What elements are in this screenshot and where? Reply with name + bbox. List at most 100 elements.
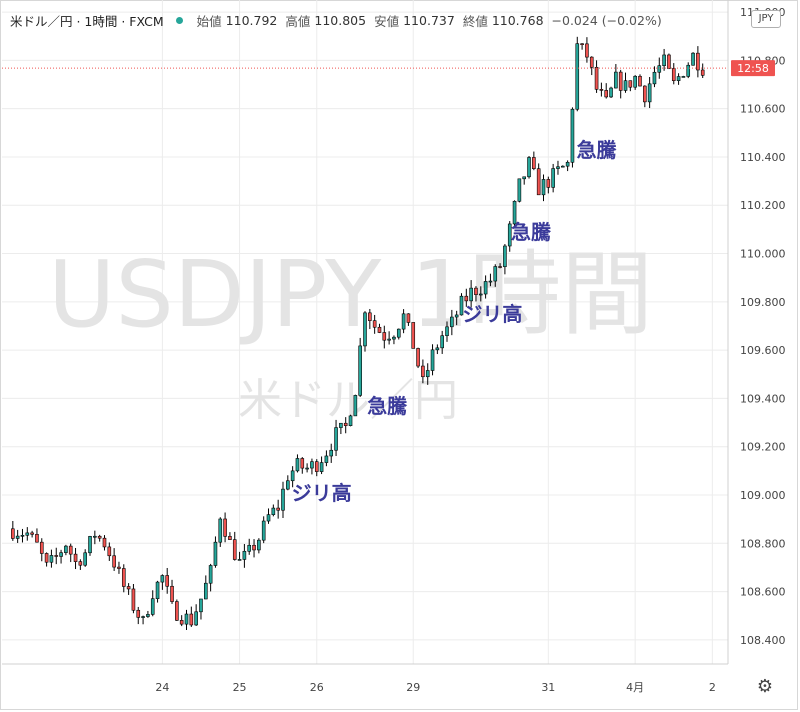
- candle-body: [281, 488, 285, 511]
- candle-body: [261, 520, 266, 541]
- candle-body: [450, 316, 454, 328]
- candle-body: [126, 586, 131, 590]
- x-tick-label: 4月: [626, 681, 644, 694]
- annotation-label: 急騰: [577, 138, 618, 162]
- candle-body: [300, 458, 305, 469]
- candle-body: [483, 281, 488, 295]
- candle-body: [459, 295, 464, 316]
- candle-body: [68, 545, 73, 555]
- candle-body: [247, 544, 252, 552]
- candle-body: [662, 54, 666, 66]
- candle-body: [175, 601, 179, 621]
- x-tick-label: 25: [233, 681, 247, 694]
- annotation-label: 急騰: [511, 220, 552, 244]
- candle-body: [647, 83, 652, 103]
- candle-body: [15, 535, 20, 539]
- candle-body: [348, 415, 353, 426]
- annotation-label: ジリ高: [462, 302, 522, 326]
- candle-body: [11, 528, 15, 539]
- y-tick-label: 108.600: [740, 586, 786, 599]
- open-label: 始値: [196, 13, 222, 29]
- candle-body: [343, 422, 348, 426]
- y-tick-label: 108.400: [740, 634, 786, 647]
- low-value: 110.737: [403, 12, 455, 28]
- candle-body: [290, 470, 295, 482]
- candle-body: [671, 68, 676, 81]
- candle-body: [411, 322, 416, 349]
- candle-body: [387, 338, 391, 341]
- candle-body: [184, 613, 189, 625]
- candle-body: [242, 550, 247, 560]
- x-tick-label: 26: [310, 681, 324, 694]
- candle-body: [580, 43, 584, 45]
- candle-body: [136, 609, 141, 618]
- candle-body: [310, 461, 314, 469]
- candle-body: [252, 544, 256, 551]
- candle-body: [305, 467, 309, 470]
- candle-body: [474, 287, 478, 295]
- low-label: 安値: [374, 13, 400, 29]
- candle-body: [700, 69, 705, 76]
- symbol-label[interactable]: 米ドル／円 · 1時間 · FXCM: [10, 13, 164, 29]
- x-tick-label: 31: [541, 681, 555, 694]
- candle-body: [20, 534, 25, 537]
- y-tick-label: 110.200: [740, 199, 786, 212]
- candle-body: [339, 422, 343, 428]
- candle-body: [194, 611, 198, 626]
- candle-body: [271, 507, 276, 515]
- candle-body: [324, 455, 329, 463]
- candle-body: [377, 326, 382, 333]
- candle-body: [170, 585, 174, 602]
- candle-body: [121, 568, 126, 587]
- candle-body: [406, 313, 411, 323]
- candle-body: [160, 575, 165, 583]
- open-value: 110.792: [225, 12, 278, 28]
- candle-body: [73, 553, 78, 562]
- y-tick-label: 110.400: [740, 151, 786, 164]
- candle-body: [54, 555, 59, 557]
- candle-body: [498, 266, 502, 268]
- candle-body: [401, 313, 406, 330]
- candle-body: [609, 87, 613, 98]
- candle-body: [541, 179, 546, 196]
- chart-legend: 米ドル／円 · 1時間 · FXCM 始値 110.792 高値 110.805…: [10, 9, 662, 31]
- candle-body: [368, 312, 372, 321]
- candle-body: [165, 575, 169, 587]
- price-tag-bg: [731, 60, 775, 77]
- currency-badge[interactable]: JPY: [751, 10, 781, 28]
- candle-body: [503, 245, 507, 268]
- candle-body: [532, 157, 536, 170]
- close-label: 終値: [462, 13, 488, 29]
- candle-body: [286, 480, 290, 490]
- candle-body: [204, 582, 208, 600]
- gear-icon[interactable]: ⚙: [756, 676, 774, 697]
- candle-body: [276, 507, 280, 511]
- candle-body: [107, 546, 112, 557]
- candle-body: [522, 176, 526, 180]
- candle-body: [594, 66, 599, 90]
- candle-body: [507, 223, 512, 247]
- candle-body: [329, 449, 334, 457]
- watermark-subtitle: 米ドル／円: [238, 375, 458, 426]
- candle-body: [561, 165, 565, 168]
- annotation-label: 急騰: [367, 394, 408, 418]
- candle-body: [556, 166, 560, 169]
- y-tick-label: 110.600: [740, 103, 786, 116]
- candle-body: [575, 43, 580, 110]
- candle-body: [88, 536, 92, 554]
- candle-body: [93, 535, 97, 538]
- candle-body: [30, 532, 34, 535]
- candle-body: [237, 559, 242, 561]
- candle-body: [257, 539, 261, 551]
- candle-body: [643, 85, 647, 103]
- candle-body: [396, 328, 401, 338]
- candle-body: [691, 52, 695, 66]
- candle-body: [358, 345, 362, 396]
- candle-body: [628, 80, 633, 88]
- candle-body: [421, 365, 425, 378]
- candle-body: [445, 326, 449, 337]
- candle-body: [686, 64, 691, 77]
- candle-body: [141, 616, 145, 618]
- candle-body: [425, 370, 430, 378]
